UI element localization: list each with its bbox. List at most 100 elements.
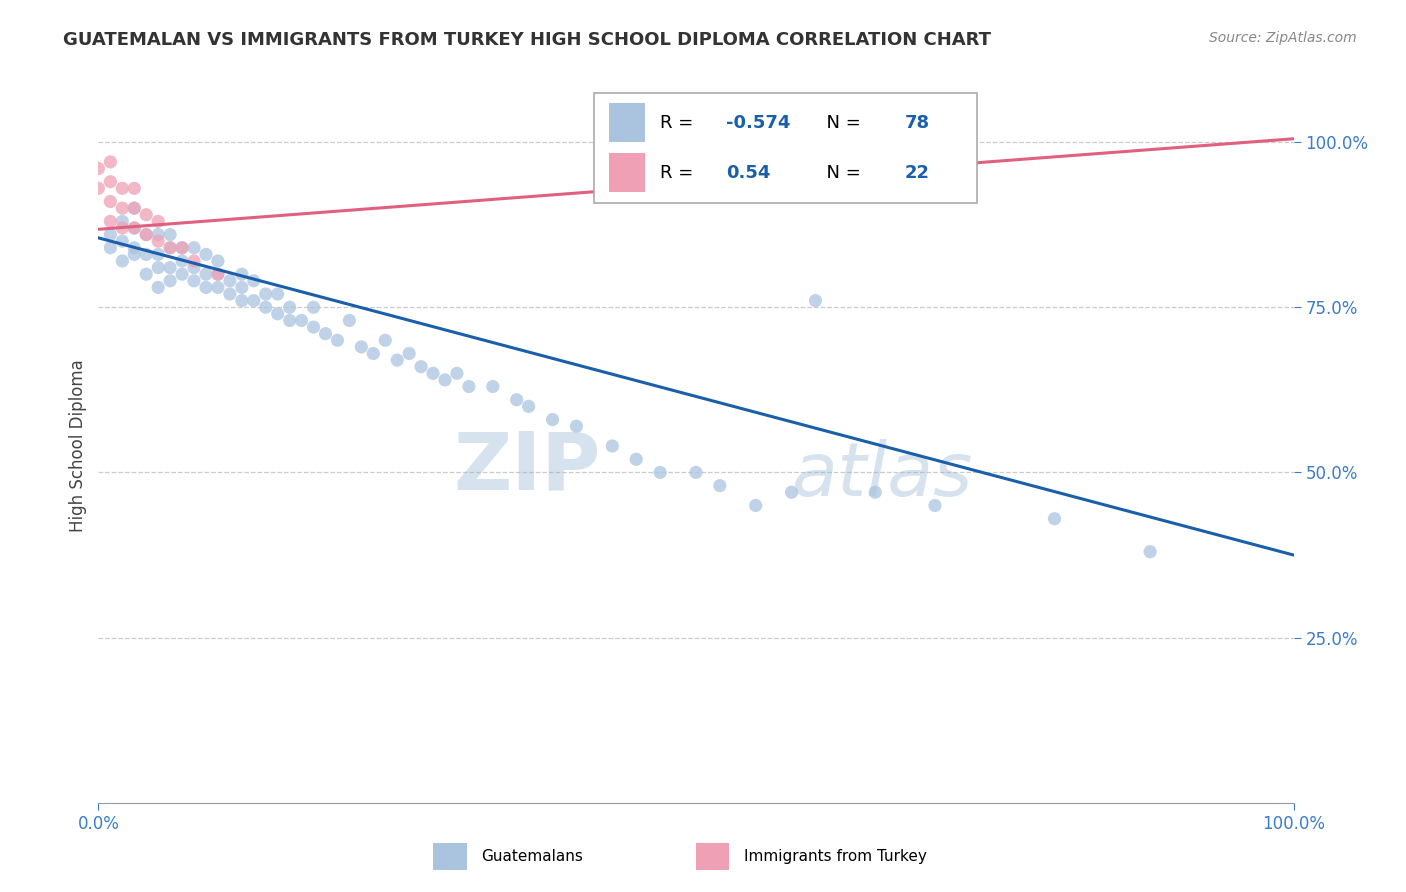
Point — [363, 346, 385, 360]
Point — [398, 346, 420, 360]
Point — [780, 485, 803, 500]
Point — [254, 287, 277, 301]
Y-axis label: High School Diploma: High School Diploma — [69, 359, 87, 533]
Point — [87, 181, 110, 195]
Point — [1043, 511, 1066, 525]
Point — [541, 412, 564, 426]
Point — [267, 307, 290, 321]
Point — [565, 419, 588, 434]
Text: atlas: atlas — [792, 439, 973, 510]
FancyBboxPatch shape — [433, 843, 467, 870]
Point — [446, 367, 468, 381]
Point — [315, 326, 337, 341]
Text: N =: N = — [815, 164, 868, 182]
Point — [148, 247, 170, 261]
Point — [219, 287, 242, 301]
Point — [148, 234, 170, 248]
Point — [745, 499, 768, 513]
Point — [172, 241, 194, 255]
Point — [602, 439, 624, 453]
Point — [87, 161, 110, 176]
Point — [231, 267, 253, 281]
Point — [98, 154, 122, 169]
Text: R =: R = — [661, 164, 699, 182]
Point — [481, 379, 505, 393]
Point — [148, 280, 170, 294]
Point — [207, 267, 229, 281]
Point — [124, 241, 146, 255]
Text: ZIP: ZIP — [453, 428, 600, 507]
Point — [326, 333, 349, 347]
Text: Immigrants from Turkey: Immigrants from Turkey — [744, 849, 927, 863]
Point — [111, 234, 134, 248]
FancyBboxPatch shape — [609, 103, 644, 143]
Point — [98, 241, 122, 255]
Point — [302, 300, 325, 314]
Point — [195, 247, 218, 261]
Point — [195, 267, 218, 281]
Point — [207, 254, 229, 268]
FancyBboxPatch shape — [696, 843, 730, 870]
Point — [374, 333, 396, 347]
Text: Guatemalans: Guatemalans — [481, 849, 582, 863]
Point — [183, 241, 205, 255]
Text: 22: 22 — [905, 164, 931, 182]
Point — [841, 142, 863, 156]
Point — [648, 466, 672, 480]
Point — [278, 313, 301, 327]
Point — [98, 175, 122, 189]
Point — [291, 313, 314, 327]
Point — [124, 201, 146, 215]
Text: Source: ZipAtlas.com: Source: ZipAtlas.com — [1209, 31, 1357, 45]
Point — [135, 247, 157, 261]
Point — [231, 280, 253, 294]
Point — [111, 201, 134, 215]
Point — [517, 400, 540, 414]
Point — [183, 274, 205, 288]
Point — [183, 254, 205, 268]
Point — [267, 287, 290, 301]
Point — [350, 340, 373, 354]
Point — [159, 241, 181, 255]
Point — [135, 267, 157, 281]
Point — [626, 452, 648, 467]
Point — [458, 379, 481, 393]
Point — [159, 260, 181, 275]
Point — [159, 274, 181, 288]
Point — [111, 181, 134, 195]
Point — [98, 227, 122, 242]
Point — [135, 227, 157, 242]
Point — [183, 260, 205, 275]
Point — [148, 214, 170, 228]
Point — [98, 214, 122, 228]
Point — [124, 221, 146, 235]
Point — [207, 267, 229, 281]
Point — [685, 466, 707, 480]
Point — [135, 227, 157, 242]
Point — [98, 194, 122, 209]
FancyBboxPatch shape — [595, 93, 977, 203]
Point — [207, 280, 229, 294]
Point — [422, 367, 444, 381]
Point — [111, 254, 134, 268]
Point — [195, 280, 218, 294]
Point — [148, 227, 170, 242]
Text: -0.574: -0.574 — [725, 114, 790, 132]
Point — [243, 293, 266, 308]
Point — [124, 221, 146, 235]
Point — [243, 274, 266, 288]
Point — [434, 373, 457, 387]
Point — [411, 359, 433, 374]
Text: N =: N = — [815, 114, 868, 132]
Point — [124, 181, 146, 195]
Point — [172, 267, 194, 281]
Point — [124, 247, 146, 261]
Point — [159, 227, 181, 242]
Point — [506, 392, 529, 407]
Text: R =: R = — [661, 114, 699, 132]
Point — [302, 320, 325, 334]
Point — [111, 221, 134, 235]
Point — [124, 201, 146, 215]
Point — [924, 499, 946, 513]
Point — [159, 241, 181, 255]
